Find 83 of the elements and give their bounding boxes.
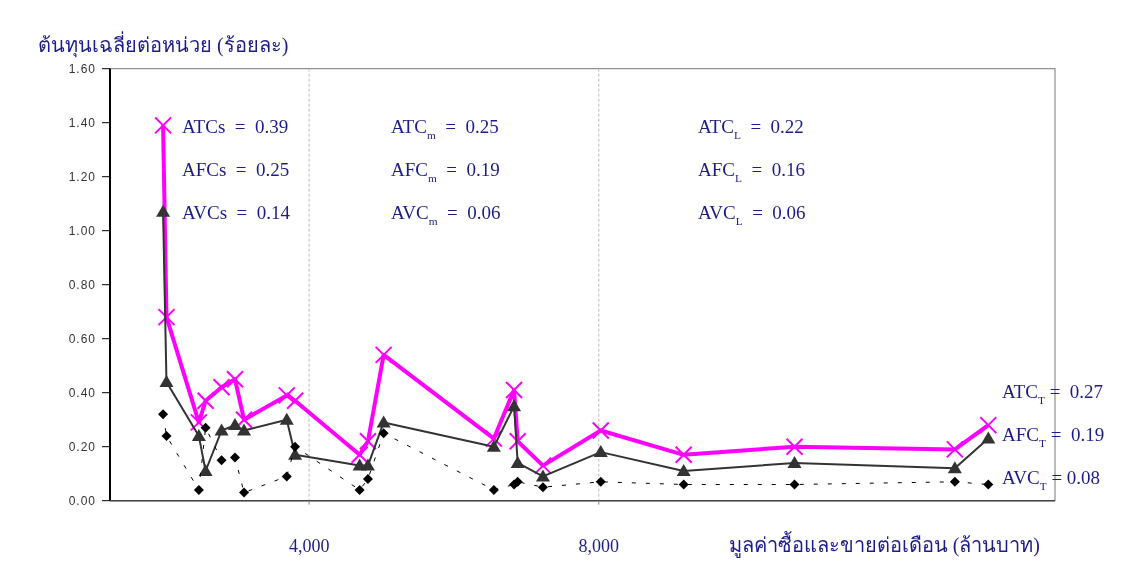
point — [945, 440, 964, 459]
y-tick-label: 0.20 — [68, 439, 96, 454]
point — [947, 461, 962, 474]
point — [229, 452, 240, 463]
point — [510, 455, 525, 468]
annotation: ATC$_{L}$ = 0.22 — [698, 116, 804, 141]
point — [362, 474, 373, 485]
point — [225, 370, 244, 389]
point — [216, 455, 227, 466]
y-tick-label: 0.60 — [68, 331, 96, 346]
point — [281, 471, 292, 482]
y-tick-label: 1.40 — [68, 115, 96, 130]
point — [212, 378, 231, 397]
point — [227, 418, 242, 431]
point — [484, 429, 503, 448]
point — [488, 484, 499, 495]
point — [505, 381, 524, 399]
y-tick-label: 1.00 — [68, 223, 96, 238]
point — [676, 464, 691, 476]
annotation: AFC$_{T}$ = 0.19 — [1002, 424, 1105, 449]
point — [154, 116, 173, 135]
annotation: AVCs = 0.14 — [182, 202, 291, 223]
point — [789, 479, 800, 490]
y-tick-label: 0.00 — [68, 493, 96, 508]
point — [196, 391, 215, 410]
y-tick-label: 1.60 — [68, 61, 96, 76]
point — [981, 431, 996, 444]
point — [785, 437, 804, 456]
point — [157, 308, 176, 327]
point — [156, 204, 171, 217]
annotation: AVC$_{m}$ = 0.06 — [391, 202, 501, 227]
point — [486, 439, 501, 452]
point — [354, 484, 365, 495]
annotation: AVC$_{T}$ = 0.08 — [1002, 467, 1101, 492]
annotation: ATC$_{T}$ = 0.27 — [1002, 381, 1104, 406]
point — [674, 445, 693, 464]
point — [200, 422, 211, 433]
annotation: AFC$_{m}$ = 0.19 — [391, 159, 500, 184]
x-tick-label: 8,000 — [578, 536, 620, 556]
annotation: ATCs = 0.39 — [182, 116, 289, 137]
point — [787, 455, 802, 468]
annotation: AVC$_{L}$ = 0.06 — [698, 202, 806, 227]
point — [508, 432, 527, 451]
point — [235, 410, 254, 429]
point — [191, 428, 206, 441]
point — [360, 458, 375, 471]
point — [983, 479, 994, 490]
point — [378, 428, 389, 439]
y-tick-label: 0.40 — [68, 385, 96, 400]
point — [189, 413, 208, 432]
x-axis-title: มูลค่าซื้อและขายต่อเดือน (ล้านบาท) — [728, 531, 1040, 558]
point — [376, 415, 391, 428]
point — [350, 445, 369, 464]
annotation: AFC$_{L}$ = 0.16 — [698, 159, 805, 184]
point — [286, 391, 305, 410]
point — [358, 432, 377, 451]
point — [595, 476, 606, 487]
point — [374, 345, 393, 364]
point — [198, 464, 213, 476]
annotation: ATC$_{m}$ = 0.25 — [391, 116, 499, 141]
point — [591, 421, 610, 440]
point — [237, 423, 252, 436]
point — [159, 374, 174, 387]
point — [593, 445, 608, 458]
point — [161, 430, 172, 441]
point — [979, 416, 998, 435]
y-tick-label: 0.80 — [68, 277, 96, 292]
point — [279, 412, 294, 425]
point — [193, 484, 204, 495]
point — [678, 479, 689, 490]
point — [535, 469, 550, 482]
x-tick-label: 4,000 — [288, 536, 330, 556]
point — [239, 487, 250, 498]
point — [277, 386, 296, 405]
point — [158, 409, 169, 420]
annotation: AFCs = 0.25 — [182, 159, 290, 180]
point — [214, 423, 229, 436]
y-tick-label: 1.20 — [68, 169, 96, 184]
point — [537, 482, 548, 493]
point — [290, 441, 301, 452]
y-axis-title: ต้นทุนเฉลี่ยต่อหน่วย (ร้อยละ) — [38, 31, 289, 58]
point — [507, 399, 522, 412]
point — [949, 476, 960, 487]
